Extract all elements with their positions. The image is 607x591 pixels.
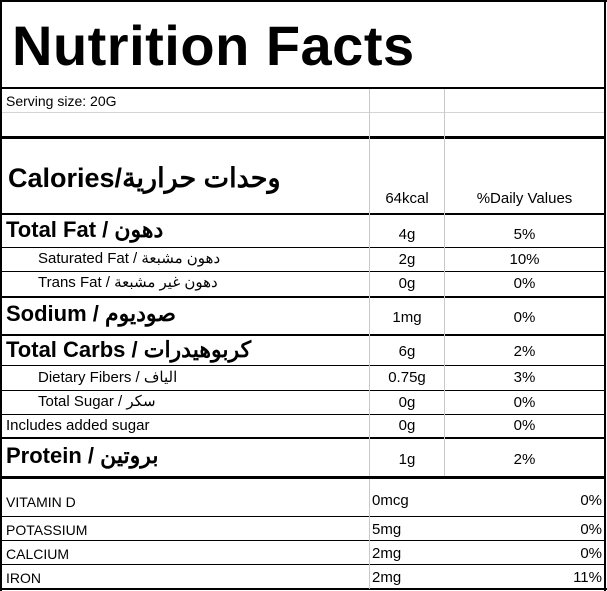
- divider: [2, 365, 604, 366]
- divider: [2, 414, 604, 415]
- nutrient-amount: 0g: [398, 394, 416, 411]
- nutrient-daily: 3%: [513, 369, 536, 386]
- nutrient-daily: 2%: [513, 451, 536, 468]
- calories-label: Calories/وحدات حرارية: [8, 163, 281, 193]
- divider: [2, 516, 604, 517]
- nutrient-daily: 0%: [513, 394, 536, 411]
- nutrient-label-added-sugar: Includes added sugar: [6, 417, 150, 434]
- nutrient-label-total-sugar: Total Sugar / سكر: [38, 393, 156, 410]
- nutrient-amount: 0g: [398, 417, 416, 434]
- divider: [2, 296, 604, 298]
- nutrient-daily: 5%: [513, 226, 536, 243]
- nutrient-label-sodium: Sodium / صوديوم: [6, 301, 176, 326]
- daily-values-header: %Daily Values: [476, 190, 573, 207]
- mineral-label-vitamin-d: VITAMIN D: [6, 494, 76, 510]
- nutrient-daily: 0%: [513, 309, 536, 326]
- nutrient-daily: 0%: [513, 417, 536, 434]
- calories-amount: 64kcal: [385, 190, 429, 207]
- mineral-daily: 0%: [580, 492, 602, 509]
- nutrient-amount: 2g: [398, 251, 416, 268]
- nutrient-daily: 10%: [509, 251, 540, 268]
- serving-size: Serving size: 20G: [6, 93, 117, 109]
- nutrient-amount: 4g: [398, 226, 416, 243]
- divider: [2, 136, 604, 139]
- divider: [2, 334, 604, 336]
- mineral-label-calcium: CALCIUM: [6, 546, 70, 562]
- divider: [2, 247, 604, 248]
- mineral-label-potassium: POTASSIUM: [6, 522, 88, 538]
- divider: [2, 437, 604, 439]
- divider: [2, 390, 604, 391]
- mineral-daily: 0%: [580, 545, 602, 562]
- nutrient-label-total-carbs: Total Carbs / كربوهيدرات: [6, 337, 252, 362]
- mineral-amount: 2mg: [372, 545, 402, 562]
- mineral-daily: 11%: [573, 569, 602, 586]
- nutrient-amount: 0g: [398, 275, 416, 292]
- grid-line: [369, 479, 370, 589]
- mineral-amount: 0mcg: [372, 492, 409, 509]
- mineral-amount: 5mg: [372, 521, 402, 538]
- nutrient-amount: 0.75g: [388, 369, 426, 386]
- nutrient-amount: 1g: [398, 451, 416, 468]
- mineral-daily: 0%: [580, 521, 602, 538]
- nutrient-label-trans-fat: Trans Fat / دهون غير مشبعة: [38, 274, 218, 291]
- divider: [2, 564, 604, 565]
- nutrient-daily: 2%: [513, 343, 536, 360]
- divider: [2, 271, 604, 272]
- frame-left-border: [0, 0, 2, 591]
- nutrient-daily: 0%: [513, 275, 536, 292]
- nutrient-label-protein: Protein / بروتين: [6, 443, 159, 468]
- frame-right-border: [604, 0, 606, 591]
- nutrient-amount: 6g: [398, 343, 416, 360]
- divider: [2, 87, 604, 89]
- divider: [2, 540, 604, 541]
- nutrient-label-dietary-fibers: Dietary Fibers / الياف: [38, 369, 178, 386]
- divider: [2, 476, 604, 479]
- frame-bottom-border: [0, 588, 607, 590]
- frame-top-border: [0, 0, 607, 2]
- nutrient-label-saturated-fat: Saturated Fat / دهون مشبعة: [38, 250, 221, 267]
- grid-line: [2, 112, 604, 113]
- grid-line: [369, 89, 370, 476]
- mineral-label-iron: IRON: [6, 570, 41, 586]
- nutrient-amount: 1mg: [392, 309, 422, 326]
- grid-line: [444, 89, 445, 476]
- nutrient-label-total-fat: Total Fat / دهون: [6, 217, 164, 242]
- divider: [2, 213, 604, 215]
- mineral-amount: 2mg: [372, 569, 402, 586]
- label-title: Nutrition Facts: [12, 14, 415, 77]
